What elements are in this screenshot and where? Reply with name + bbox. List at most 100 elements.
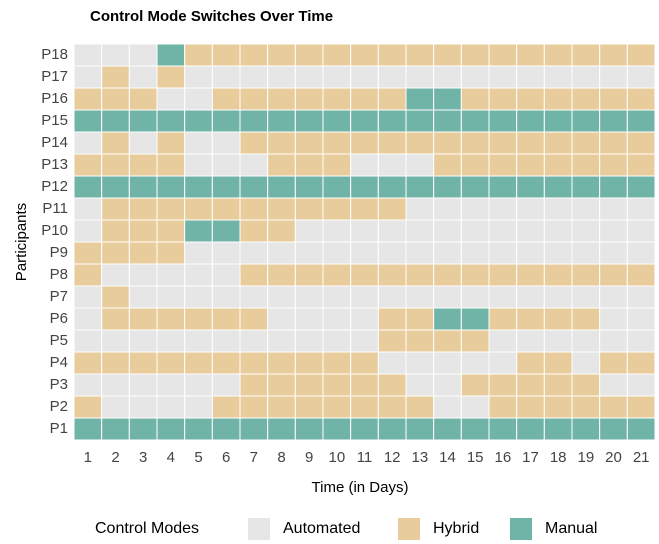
cell: [599, 285, 628, 309]
cell: [488, 219, 518, 243]
cell: [460, 65, 490, 89]
cell: [350, 87, 379, 111]
cell: [433, 109, 462, 133]
cell: [571, 153, 601, 177]
cell: [101, 197, 130, 221]
cell: [211, 197, 241, 221]
cell: [488, 241, 518, 265]
cell: [73, 43, 103, 67]
cell: [599, 351, 628, 375]
cell: [405, 241, 435, 265]
cell: [73, 197, 103, 221]
cell: [377, 417, 407, 441]
cell: [101, 263, 130, 287]
y-tick-label: P1: [50, 420, 68, 437]
cell: [516, 219, 545, 243]
cell: [128, 153, 158, 177]
cell: [101, 43, 130, 67]
cell: [350, 263, 379, 287]
cell: [599, 307, 628, 331]
cell: [433, 43, 462, 67]
cell: [571, 351, 601, 375]
x-tick-label: 19: [577, 449, 594, 466]
x-tick-label: 13: [411, 449, 428, 466]
legend-swatch: [398, 518, 420, 540]
x-tick-label: 10: [328, 449, 345, 466]
cell: [128, 307, 158, 331]
cell: [516, 417, 545, 441]
legend-swatch: [248, 518, 270, 540]
cell: [101, 153, 130, 177]
cell: [543, 395, 573, 419]
cell: [599, 395, 628, 419]
cell: [599, 43, 628, 67]
cell: [294, 109, 324, 133]
cell: [184, 263, 213, 287]
y-tick-label: P3: [50, 376, 68, 393]
cell: [516, 175, 545, 199]
cell: [516, 131, 545, 155]
cell: [405, 87, 435, 111]
cell: [543, 307, 573, 331]
cell: [211, 263, 241, 287]
cell: [405, 285, 435, 309]
y-tick-label: P11: [42, 200, 68, 217]
cell: [128, 263, 158, 287]
cell: [571, 263, 601, 287]
cell: [377, 241, 407, 265]
cell: [239, 43, 269, 67]
cell: [73, 395, 103, 419]
cell: [571, 395, 601, 419]
cell: [156, 87, 186, 111]
cell: [156, 351, 186, 375]
cell: [488, 65, 518, 89]
cell: [128, 87, 158, 111]
cell: [350, 285, 379, 309]
cell: [128, 43, 158, 67]
x-tick-label: 12: [384, 449, 401, 466]
cell: [211, 241, 241, 265]
cell: [488, 109, 518, 133]
cell: [156, 197, 186, 221]
cell: [543, 197, 573, 221]
x-tick-label: 7: [250, 449, 258, 466]
cell: [184, 43, 213, 67]
cell: [294, 285, 324, 309]
y-tick-label: P5: [50, 332, 68, 349]
cell: [543, 219, 573, 243]
cell: [350, 175, 379, 199]
cell: [377, 351, 407, 375]
cell: [516, 65, 545, 89]
cell: [460, 263, 490, 287]
cell: [543, 285, 573, 309]
cell: [433, 417, 462, 441]
cell: [488, 197, 518, 221]
cell: [350, 373, 379, 397]
cell: [571, 373, 601, 397]
y-tick-label: P12: [41, 178, 68, 195]
cell: [267, 351, 296, 375]
cell: [239, 329, 269, 353]
y-tick-label: P9: [50, 244, 68, 261]
cell: [294, 65, 324, 89]
cell: [294, 307, 324, 331]
cell: [267, 219, 296, 243]
cell: [101, 65, 130, 89]
cell: [184, 417, 213, 441]
cell: [156, 109, 186, 133]
cell: [239, 263, 269, 287]
cell: [73, 65, 103, 89]
cell: [128, 285, 158, 309]
cell: [239, 219, 269, 243]
cell: [239, 307, 269, 331]
legend-swatch: [510, 518, 532, 540]
cell: [433, 263, 462, 287]
cell: [211, 65, 241, 89]
cell: [294, 131, 324, 155]
cell: [239, 197, 269, 221]
cell: [460, 219, 490, 243]
cell: [377, 131, 407, 155]
cell: [599, 197, 628, 221]
cell: [294, 373, 324, 397]
cell: [73, 351, 103, 375]
